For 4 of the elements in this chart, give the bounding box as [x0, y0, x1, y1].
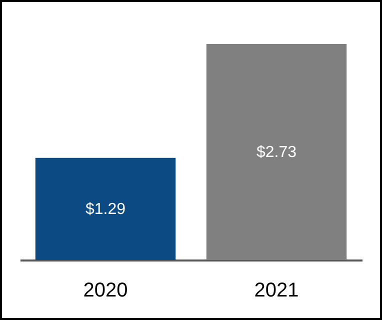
- data-label: $1.29: [85, 200, 126, 218]
- x-tick-label: 2020: [83, 280, 128, 302]
- data-label: $2.73: [256, 144, 297, 161]
- x-tick-label: 2021: [254, 280, 299, 302]
